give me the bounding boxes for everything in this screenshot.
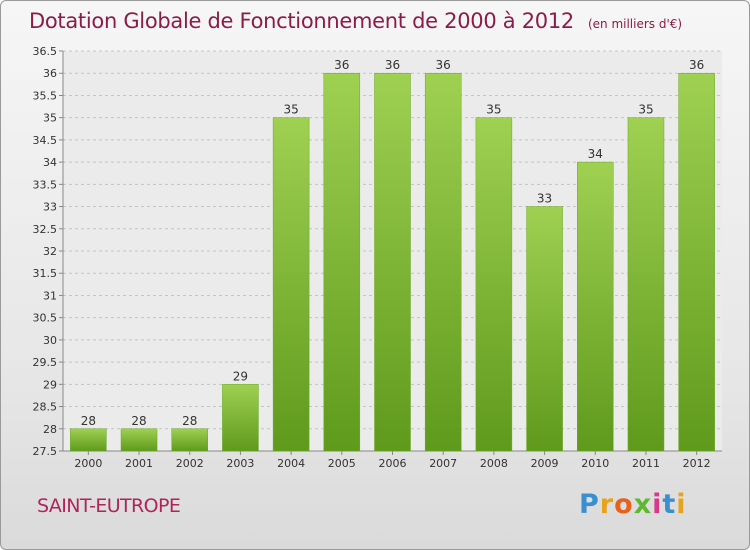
bar (374, 72, 411, 452)
bar-value-label: 29 (233, 369, 248, 383)
bar (222, 384, 259, 452)
bar-value-label: 28 (131, 414, 146, 428)
y-tick-label: 31.5 (33, 267, 58, 280)
bar-value-label: 36 (385, 58, 400, 72)
bar (678, 72, 715, 452)
logo-letter: P (579, 489, 600, 520)
bar (120, 428, 158, 452)
x-tick-label: 2002 (176, 457, 204, 470)
bar (577, 161, 614, 452)
y-tick-label: 35.5 (33, 89, 58, 102)
y-tick-label: 28.5 (33, 401, 58, 414)
bar-value-label: 33 (537, 192, 552, 206)
y-tick-label: 32 (43, 245, 57, 258)
chart-title: Dotation Globale de Fonctionnement de 20… (29, 9, 574, 33)
bar-value-label: 36 (436, 58, 451, 72)
bar (323, 72, 361, 452)
bar-value-label: 36 (334, 58, 349, 72)
logo-letter: r (599, 489, 615, 520)
x-tick-label: 2004 (277, 457, 305, 470)
x-tick-label: 2006 (379, 457, 407, 470)
y-tick-label: 36 (43, 67, 57, 80)
chart-subtitle: (en milliers d'€) (587, 17, 683, 31)
y-tick-label: 34 (43, 156, 57, 169)
bar-value-label: 28 (81, 414, 96, 428)
x-tick-label: 2011 (632, 457, 660, 470)
x-tick-label: 2007 (429, 457, 457, 470)
y-tick-label: 30.5 (33, 312, 58, 325)
y-tick-label: 36.5 (33, 45, 58, 58)
logo-letter: x (633, 489, 653, 520)
y-tick-label: 29.5 (33, 356, 58, 369)
proxiti-logo: Proxiti (579, 489, 687, 520)
bar-value-label: 35 (486, 103, 501, 117)
bar-value-label: 34 (588, 147, 603, 161)
y-tick-label: 34.5 (33, 134, 58, 147)
y-tick-label: 33 (43, 201, 57, 214)
y-tick-label: 31 (43, 289, 57, 302)
y-tick-label: 35 (43, 112, 57, 125)
y-tick-label: 27.5 (33, 445, 58, 458)
x-tick-label: 2012 (683, 457, 711, 470)
bar (526, 206, 563, 452)
logo-letter: i (676, 489, 687, 520)
x-tick-label: 2008 (480, 457, 508, 470)
place-name: SAINT-EUTROPE (37, 495, 181, 517)
bar (627, 117, 665, 452)
x-tick-label: 2000 (74, 457, 102, 470)
y-tick-label: 29 (43, 378, 57, 391)
x-tick-label: 2009 (531, 457, 559, 470)
logo-letter: o (614, 489, 634, 520)
bar-value-label: 35 (638, 103, 653, 117)
y-tick-label: 30 (43, 334, 57, 347)
x-tick-label: 2010 (581, 457, 609, 470)
x-tick-label: 2005 (328, 457, 356, 470)
bar (424, 72, 462, 452)
y-tick-label: 33.5 (33, 178, 58, 191)
logo-letter: t (662, 489, 677, 520)
y-tick-label: 32.5 (33, 223, 58, 236)
bar-value-label: 35 (283, 103, 298, 117)
y-tick-label: 28 (43, 423, 57, 436)
x-tick-label: 2003 (226, 457, 254, 470)
x-tick-label: 2001 (125, 457, 153, 470)
logo-letter: i (652, 489, 663, 520)
bar (70, 428, 107, 452)
bar (171, 428, 208, 452)
title-row: Dotation Globale de Fonctionnement de 20… (29, 9, 682, 33)
bar (272, 117, 310, 452)
bar-value-label: 28 (182, 414, 197, 428)
bar (475, 117, 513, 452)
bar-value-label: 36 (689, 58, 704, 72)
